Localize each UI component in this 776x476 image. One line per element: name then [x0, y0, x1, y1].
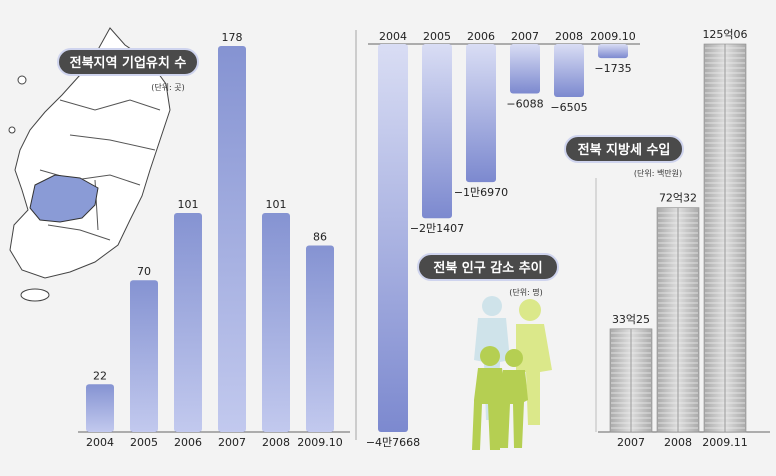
island-2 — [8, 126, 16, 134]
panel1-title-badge: 전북지역 기업유치 수 — [57, 48, 199, 76]
panel3-category-label: 2007 — [617, 436, 645, 449]
panel2-bar — [510, 44, 540, 94]
panel1-bars: 22 2004 70 2005 101 2006 178 2007 101 2008 86 2009.… — [86, 31, 343, 449]
panel2-unit: (단위: 명) — [509, 287, 543, 297]
people-figures — [472, 296, 552, 450]
panel1-unit: (단위: 곳) — [151, 82, 185, 92]
panel1-title: 전북지역 기업유치 수 — [70, 55, 187, 71]
panel1-bar — [174, 212, 202, 432]
panel1-category-label: 2004 — [86, 436, 114, 449]
figure-green-2 — [499, 349, 528, 448]
panel2-value-label: −2만1407 — [410, 222, 464, 235]
panel1-value-label: 70 — [137, 265, 151, 278]
panel2-title: 전북 인구 감소 추이 — [433, 260, 542, 276]
panel2-value-label: −6505 — [550, 101, 587, 114]
panel1-value-label: 101 — [178, 198, 199, 211]
panel2-value-label: −4만7668 — [366, 436, 420, 449]
panel2-bar — [598, 44, 628, 59]
jeonbuk-region — [29, 174, 99, 223]
panel1-value-label: 178 — [222, 31, 243, 44]
panel2-bars: 2004 −4만7668 2005 −2만1407 2006 −1만6970 2007 −60… — [366, 30, 636, 449]
panel1-bar — [306, 245, 334, 432]
island-1 — [17, 75, 27, 85]
panel3-title-badge: 전북 지방세 수입 — [564, 135, 684, 163]
panel2-bar — [378, 44, 408, 432]
panel1-value-label: 22 — [93, 369, 107, 382]
panel2-category-label: 2005 — [423, 30, 451, 43]
panel2-value-label: −6088 — [506, 98, 543, 111]
panel1-category-label: 2005 — [130, 436, 158, 449]
panel3-category-label: 2008 — [664, 436, 692, 449]
panel2-title-badge: 전북 인구 감소 추이 — [417, 253, 559, 281]
panel1-category-label: 2009.10 — [297, 436, 343, 449]
panel2-bar — [422, 44, 452, 219]
panel1-category-label: 2006 — [174, 436, 202, 449]
panel2-bar — [554, 44, 584, 97]
panel3-category-label: 2009.11 — [702, 436, 748, 449]
panel1-bar — [218, 46, 246, 432]
korea-map — [8, 27, 171, 302]
province-boundaries — [39, 99, 161, 241]
panel3-title: 전북 지방세 수입 — [578, 142, 671, 158]
panel1-value-label: 86 — [313, 231, 327, 244]
panel1-value-label: 101 — [266, 198, 287, 211]
panel2-category-label: 2007 — [511, 30, 539, 43]
panel1-category-label: 2008 — [262, 436, 290, 449]
panel2-category-label: 2004 — [379, 30, 407, 43]
jeju-island — [20, 288, 50, 302]
panel2-category-label: 2006 — [467, 30, 495, 43]
panel3-value-label: 125억06 — [702, 28, 747, 41]
panel3-unit: (단위: 백만원) — [634, 168, 682, 178]
panel2-category-label: 2009.10 — [590, 30, 636, 43]
panel1-bar — [86, 384, 114, 432]
panel3-bars: 33억25 2007 72억32 2008 125억06 2009.11 — [609, 28, 748, 449]
panel1-category-label: 2007 — [218, 436, 246, 449]
panel2-value-label: −1만6970 — [454, 186, 508, 199]
panel1-bar — [130, 280, 158, 432]
panel2-category-label: 2008 — [555, 30, 583, 43]
figure-lightgreen — [516, 299, 552, 425]
panel1-bar — [262, 212, 290, 432]
panel3-value-label: 33억25 — [612, 313, 650, 326]
panel2-bar — [466, 44, 496, 183]
panel3-value-label: 72억32 — [659, 192, 697, 205]
panel2-value-label: −1735 — [594, 62, 631, 75]
figure-green-1 — [472, 346, 506, 450]
